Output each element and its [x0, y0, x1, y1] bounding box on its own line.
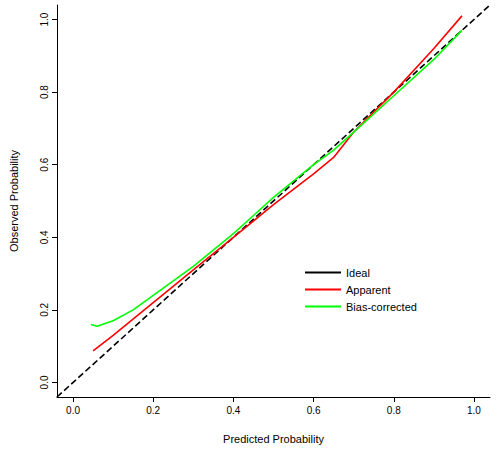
svg-text:0.4: 0.4 — [39, 230, 50, 244]
svg-text:Ideal: Ideal — [346, 267, 370, 279]
svg-text:0.2: 0.2 — [39, 303, 50, 317]
svg-text:1.0: 1.0 — [39, 12, 50, 26]
svg-text:1.0: 1.0 — [467, 405, 481, 416]
svg-text:0.4: 0.4 — [226, 405, 240, 416]
svg-text:Apparent: Apparent — [346, 284, 391, 296]
svg-text:0.0: 0.0 — [39, 375, 50, 389]
svg-text:0.6: 0.6 — [307, 405, 321, 416]
svg-text:0.8: 0.8 — [387, 405, 401, 416]
svg-text:Predicted Probability: Predicted Probability — [223, 433, 324, 445]
svg-text:Observed Probability: Observed Probability — [8, 149, 20, 252]
svg-text:Bias-corrected: Bias-corrected — [346, 301, 417, 313]
svg-text:0.2: 0.2 — [146, 405, 160, 416]
svg-text:0.6: 0.6 — [39, 157, 50, 171]
svg-text:0.0: 0.0 — [66, 405, 80, 416]
svg-text:0.8: 0.8 — [39, 85, 50, 99]
